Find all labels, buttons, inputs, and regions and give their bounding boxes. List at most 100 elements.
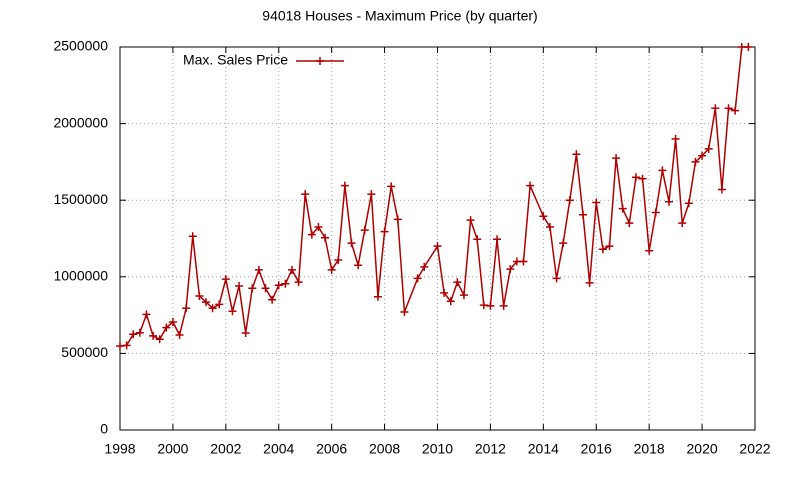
data-point xyxy=(717,185,726,194)
data-point xyxy=(651,208,660,217)
data-point xyxy=(347,239,356,248)
data-point xyxy=(268,295,277,304)
x-tick-label: 2002 xyxy=(210,441,241,457)
x-tick-label: 2018 xyxy=(634,441,665,457)
y-tick-label: 2000000 xyxy=(53,114,108,130)
data-point xyxy=(499,301,508,310)
data-point xyxy=(433,242,442,251)
data-point xyxy=(122,341,131,350)
data-point xyxy=(354,261,363,270)
data-point xyxy=(711,104,720,113)
data-point xyxy=(301,190,310,199)
data-point xyxy=(704,144,713,153)
data-point xyxy=(506,265,515,274)
data-point xyxy=(724,104,733,113)
data-point xyxy=(565,196,574,205)
data-point xyxy=(413,274,422,283)
data-point xyxy=(572,150,581,159)
data-point xyxy=(360,226,369,235)
x-tick-label: 2014 xyxy=(528,441,559,457)
chart-title: 94018 Houses - Maximum Price (by quarter… xyxy=(262,8,537,24)
data-point xyxy=(631,173,640,182)
x-tick-label: 2004 xyxy=(263,441,294,457)
data-point xyxy=(545,223,554,232)
legend-label: Max. Sales Price xyxy=(183,52,288,68)
x-tick-label: 2012 xyxy=(475,441,506,457)
data-point xyxy=(479,301,488,310)
data-point xyxy=(380,227,389,236)
data-point xyxy=(684,199,693,208)
data-point xyxy=(446,297,455,306)
x-tick-label: 2000 xyxy=(157,441,188,457)
data-point xyxy=(612,154,621,163)
data-point xyxy=(287,265,296,274)
data-point xyxy=(473,235,482,244)
data-point xyxy=(519,257,528,266)
data-point xyxy=(420,262,429,271)
data-point xyxy=(645,246,654,255)
data-point xyxy=(155,335,164,344)
data-point xyxy=(585,278,594,287)
data-point xyxy=(658,166,667,175)
data-point xyxy=(235,281,244,290)
x-tick-label: 2008 xyxy=(369,441,400,457)
data-point xyxy=(625,219,634,228)
data-point xyxy=(274,281,283,290)
data-point xyxy=(201,298,210,307)
data-point xyxy=(208,304,217,313)
x-tick-label: 2022 xyxy=(739,441,770,457)
data-point xyxy=(592,198,601,207)
data-point xyxy=(373,292,382,301)
x-tick-label: 2016 xyxy=(581,441,612,457)
data-point xyxy=(215,300,224,309)
y-tick-label: 1000000 xyxy=(53,268,108,284)
y-tick-label: 1500000 xyxy=(53,191,108,207)
data-point xyxy=(314,223,323,232)
data-point xyxy=(678,219,687,228)
series-line xyxy=(119,46,749,347)
y-tick-label: 500000 xyxy=(61,344,108,360)
data-point xyxy=(327,265,336,274)
data-point xyxy=(188,232,197,241)
data-point xyxy=(459,291,468,300)
data-point xyxy=(698,151,707,160)
data-point xyxy=(440,288,449,297)
x-tick-label: 1998 xyxy=(104,441,135,457)
data-point xyxy=(195,291,204,300)
data-point xyxy=(453,278,462,287)
data-point xyxy=(466,216,475,225)
data-point xyxy=(744,43,753,51)
data-point xyxy=(526,181,535,190)
data-point xyxy=(552,274,561,283)
data-point xyxy=(142,310,151,319)
data-point xyxy=(638,174,647,183)
data-point xyxy=(228,307,237,316)
data-point xyxy=(241,329,250,338)
data-point xyxy=(605,242,614,251)
data-point xyxy=(294,278,303,287)
y-tick-label: 0 xyxy=(100,421,108,437)
x-tick-label: 2020 xyxy=(687,441,718,457)
data-point xyxy=(321,233,330,242)
data-point xyxy=(691,157,700,166)
data-point xyxy=(671,134,680,143)
x-tick-label: 2006 xyxy=(316,441,347,457)
data-point xyxy=(162,323,171,332)
data-point xyxy=(168,317,177,326)
data-point xyxy=(400,308,409,317)
data-point xyxy=(248,284,257,293)
data-point xyxy=(149,331,158,340)
data-point xyxy=(254,265,263,274)
data-point xyxy=(493,235,502,244)
data-point xyxy=(731,106,740,115)
data-point xyxy=(221,275,230,284)
y-tick-label: 2500000 xyxy=(53,38,108,54)
data-point xyxy=(387,182,396,191)
legend-point xyxy=(316,57,324,65)
data-point xyxy=(175,331,184,340)
data-point xyxy=(340,181,349,190)
data-point xyxy=(618,204,627,213)
data-point xyxy=(367,190,376,199)
data-point xyxy=(598,245,607,254)
